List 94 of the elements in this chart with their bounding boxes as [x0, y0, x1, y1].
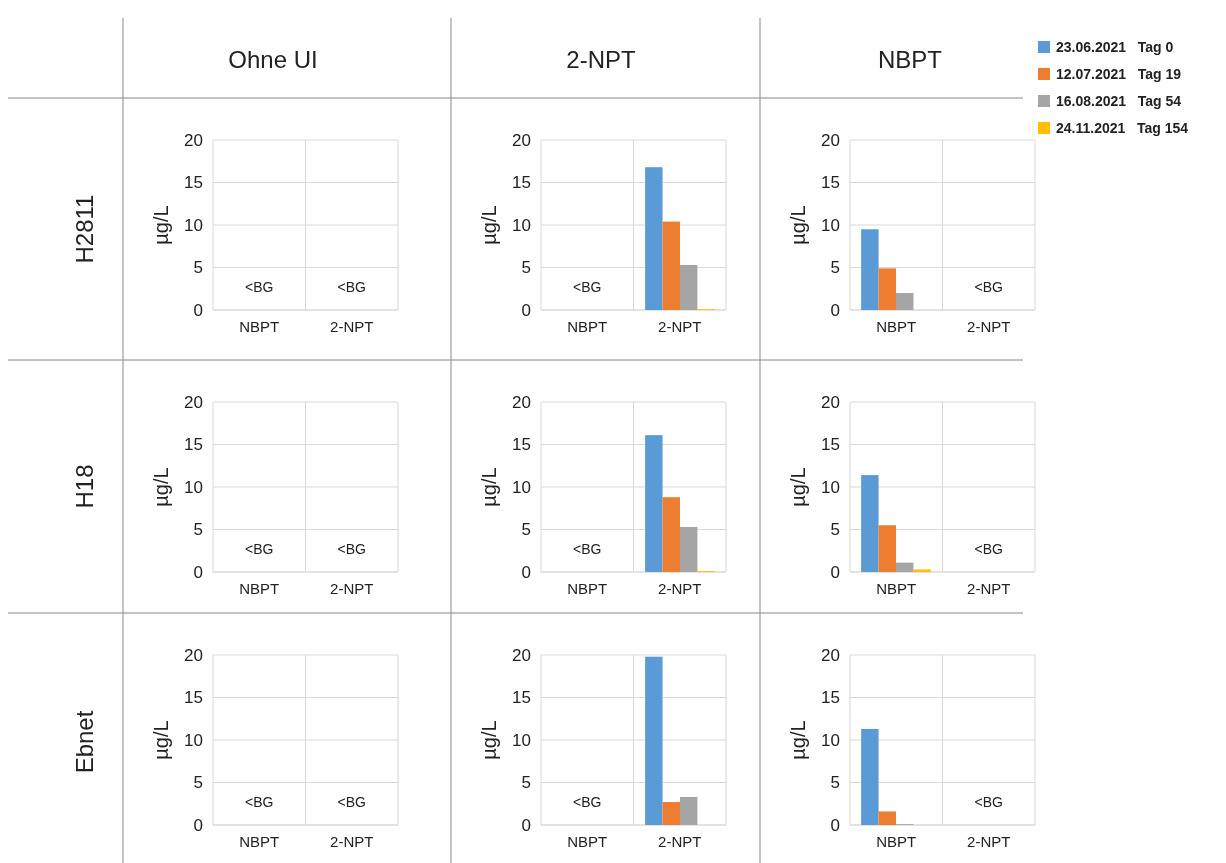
y-axis-title: µg/L: [150, 720, 172, 760]
legend-label: 24.11.2021 Tag 154: [1056, 119, 1189, 136]
y-tick-label: 5: [830, 258, 840, 278]
y-tick-label: 10: [821, 730, 840, 750]
y-axis-title: µg/L: [478, 205, 500, 245]
legend-label: 23.06.2021 Tag 0: [1056, 38, 1174, 55]
y-tick-label: 10: [821, 477, 840, 497]
y-tick-label: 10: [184, 730, 203, 750]
legend-label: 16.08.2021 Tag 54: [1056, 92, 1182, 109]
y-tick-label: 20: [512, 392, 531, 412]
chart-title: Ohne UI: [228, 46, 318, 73]
x-tick-label: NBPT: [567, 318, 608, 335]
x-tick-label: 2-NPT: [330, 580, 374, 597]
y-tick-label: 5: [830, 520, 840, 540]
y-tick-label: 20: [821, 392, 840, 412]
annotation: <BG: [245, 794, 274, 810]
y-tick-label: 15: [821, 435, 840, 455]
y-tick-label: 10: [512, 215, 531, 235]
y-tick-label: 0: [521, 562, 531, 582]
y-tick-label: 0: [193, 562, 203, 582]
y-tick-label: 0: [830, 300, 840, 320]
y-tick-label: 15: [821, 688, 840, 708]
y-tick-label: 20: [821, 130, 840, 150]
y-tick-label: 0: [830, 815, 840, 835]
y-tick-label: 15: [184, 173, 203, 193]
y-tick-label: 15: [821, 173, 840, 193]
y-tick-label: 20: [512, 645, 531, 665]
annotation: <BG: [573, 541, 602, 557]
x-tick-label: 2-NPT: [967, 318, 1011, 335]
x-tick-label: NBPT: [239, 833, 280, 850]
x-tick-label: 2-NPT: [330, 833, 374, 850]
text: Ebnet: [71, 710, 98, 774]
y-tick-label: 0: [521, 300, 531, 320]
y-tick-label: 20: [184, 392, 203, 412]
y-axis-title: µg/L: [478, 467, 500, 507]
x-tick-label: NBPT: [876, 580, 917, 597]
y-tick-label: 20: [512, 130, 531, 150]
y-axis-title: µg/L: [787, 720, 809, 760]
x-tick-label: 2-NPT: [658, 318, 702, 335]
y-tick-label: 10: [184, 215, 203, 235]
legend-label: 12.07.2021 Tag 19: [1056, 65, 1182, 82]
x-tick-label: NBPT: [567, 580, 608, 597]
x-tick-label: NBPT: [567, 833, 608, 850]
annotation: <BG: [974, 279, 1003, 295]
x-tick-label: 2-NPT: [658, 833, 702, 850]
y-tick-label: 5: [193, 520, 203, 540]
annotation: <BG: [337, 279, 366, 295]
y-tick-label: 5: [193, 773, 203, 793]
annotation: <BG: [974, 794, 1003, 810]
annotation: <BG: [337, 541, 366, 557]
y-tick-label: 15: [512, 435, 531, 455]
y-axis-title: µg/L: [150, 205, 172, 245]
annotation: <BG: [573, 279, 602, 295]
y-tick-label: 5: [521, 520, 531, 540]
annotation: <BG: [573, 794, 602, 810]
y-tick-label: 20: [821, 645, 840, 665]
x-tick-label: NBPT: [239, 580, 280, 597]
y-tick-label: 10: [512, 730, 531, 750]
y-tick-label: 5: [521, 773, 531, 793]
text: H2811: [71, 194, 98, 264]
x-tick-label: NBPT: [239, 318, 280, 335]
text: H18: [71, 464, 98, 509]
y-tick-label: 15: [184, 435, 203, 455]
y-tick-label: 20: [184, 130, 203, 150]
y-tick-label: 10: [512, 477, 531, 497]
y-tick-label: 0: [521, 815, 531, 835]
annotation: <BG: [245, 541, 274, 557]
y-tick-label: 0: [193, 300, 203, 320]
y-tick-label: 15: [512, 173, 531, 193]
y-tick-label: 0: [193, 815, 203, 835]
x-tick-label: NBPT: [876, 833, 917, 850]
y-tick-label: 10: [184, 477, 203, 497]
x-tick-label: 2-NPT: [967, 580, 1011, 597]
annotation: <BG: [337, 794, 366, 810]
y-tick-label: 5: [521, 258, 531, 278]
y-tick-label: 5: [830, 773, 840, 793]
y-tick-label: 5: [193, 258, 203, 278]
y-tick-label: 20: [184, 645, 203, 665]
annotation: <BG: [245, 279, 274, 295]
chart-title: NBPT: [877, 46, 943, 73]
y-axis-title: µg/L: [787, 467, 809, 507]
y-tick-label: 0: [830, 562, 840, 582]
y-tick-label: 15: [184, 688, 203, 708]
y-tick-label: 10: [821, 215, 840, 235]
x-tick-label: 2-NPT: [330, 318, 374, 335]
y-axis-title: µg/L: [787, 205, 809, 245]
y-axis-title: µg/L: [150, 467, 172, 507]
y-axis-title: µg/L: [478, 720, 500, 760]
x-tick-label: NBPT: [876, 318, 917, 335]
x-tick-label: 2-NPT: [658, 580, 702, 597]
x-tick-label: 2-NPT: [967, 833, 1011, 850]
annotation: <BG: [974, 541, 1003, 557]
y-tick-label: 15: [512, 688, 531, 708]
chart-title: 2-NPT: [566, 46, 637, 73]
